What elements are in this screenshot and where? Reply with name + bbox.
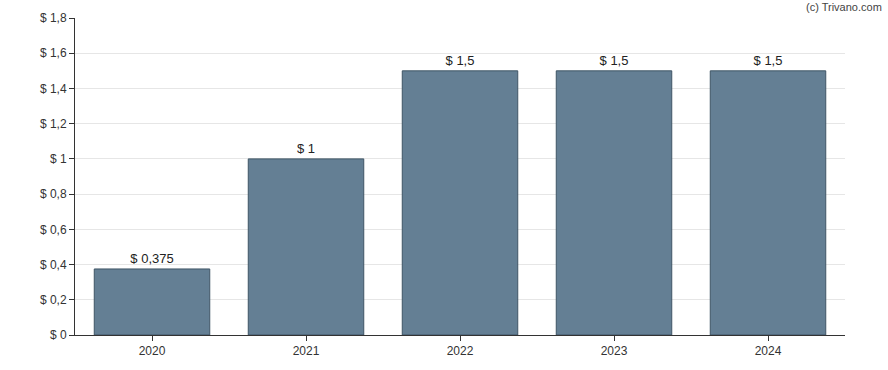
svg-text:$ 1,5: $ 1,5 xyxy=(754,53,783,68)
svg-text:$ 1,2: $ 1,2 xyxy=(40,117,67,131)
svg-text:$ 1,4: $ 1,4 xyxy=(40,82,67,96)
svg-text:$ 1,5: $ 1,5 xyxy=(446,53,475,68)
svg-text:$ 1,6: $ 1,6 xyxy=(40,46,67,60)
svg-text:$ 0,8: $ 0,8 xyxy=(40,187,67,201)
svg-text:$ 0,6: $ 0,6 xyxy=(40,223,67,237)
svg-text:$ 1: $ 1 xyxy=(50,152,67,166)
svg-text:$ 1,5: $ 1,5 xyxy=(600,53,629,68)
svg-text:$ 0,4: $ 0,4 xyxy=(40,258,67,272)
svg-text:2023: 2023 xyxy=(601,344,628,358)
svg-text:2024: 2024 xyxy=(755,344,782,358)
svg-text:(c) Trivano.com: (c) Trivano.com xyxy=(806,1,882,13)
svg-text:$ 1,8: $ 1,8 xyxy=(40,11,67,25)
svg-text:2021: 2021 xyxy=(293,344,320,358)
svg-text:2022: 2022 xyxy=(447,344,474,358)
svg-text:$ 0: $ 0 xyxy=(50,328,67,342)
svg-text:$ 1: $ 1 xyxy=(297,141,315,156)
svg-text:$ 0,375: $ 0,375 xyxy=(130,251,173,266)
svg-text:2020: 2020 xyxy=(139,344,166,358)
svg-text:$ 0,2: $ 0,2 xyxy=(40,293,67,307)
